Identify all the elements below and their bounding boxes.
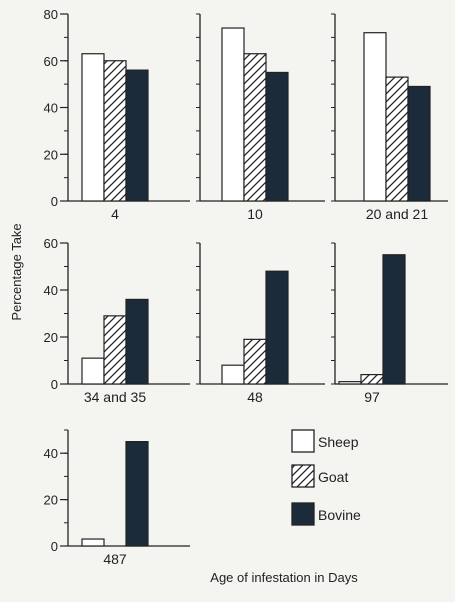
category-label: 97 bbox=[364, 389, 380, 405]
x-axis-title: Age of infestation in Days bbox=[210, 570, 358, 585]
y-tick-label: 40 bbox=[44, 446, 58, 461]
category-label: 34 and 35 bbox=[84, 389, 146, 405]
bar-sheep bbox=[363, 32, 387, 202]
bar-bovine bbox=[125, 69, 149, 202]
bar-bovine bbox=[382, 254, 406, 385]
bar-goat bbox=[360, 374, 384, 385]
category-label: 10 bbox=[247, 206, 263, 222]
y-tick-label: 60 bbox=[44, 54, 58, 69]
legend-swatch-sheep bbox=[291, 429, 315, 453]
category-label: 48 bbox=[247, 389, 263, 405]
category-label: 487 bbox=[103, 551, 127, 567]
bar-sheep bbox=[221, 27, 245, 202]
y-axis-title: Percentage Take bbox=[9, 223, 24, 320]
bar-bovine bbox=[407, 85, 431, 202]
y-tick-label: 0 bbox=[51, 194, 58, 209]
y-tick-label: 0 bbox=[51, 377, 58, 392]
category-label: 4 bbox=[111, 206, 119, 222]
legend-label-goat: Goat bbox=[318, 469, 348, 485]
bar-sheep bbox=[338, 381, 362, 385]
y-tick-label: 40 bbox=[44, 283, 58, 298]
bar-sheep bbox=[81, 357, 105, 385]
bar-bovine bbox=[265, 270, 289, 385]
y-tick-label: 20 bbox=[44, 493, 58, 508]
y-tick-label: 40 bbox=[44, 101, 58, 116]
category-label: 20 and 21 bbox=[366, 206, 428, 222]
legend-label-bovine: Bovine bbox=[318, 507, 361, 523]
bar-bovine bbox=[125, 298, 149, 385]
bar-goat bbox=[385, 76, 409, 202]
y-tick-label: 80 bbox=[44, 7, 58, 22]
y-tick-label: 20 bbox=[44, 330, 58, 345]
bar-goat bbox=[103, 60, 127, 202]
bar-bovine bbox=[265, 71, 289, 202]
bar-sheep bbox=[81, 538, 105, 547]
bar-sheep bbox=[221, 364, 245, 385]
bar-goat bbox=[103, 315, 127, 385]
y-tick-label: 20 bbox=[44, 147, 58, 162]
y-tick-label: 0 bbox=[51, 539, 58, 554]
bar-sheep bbox=[81, 53, 105, 202]
bar-bovine bbox=[125, 441, 149, 547]
y-tick-label: 60 bbox=[44, 236, 58, 251]
legend-swatch-goat bbox=[291, 464, 315, 488]
legend-swatch-bovine bbox=[291, 502, 315, 526]
legend-label-sheep: Sheep bbox=[318, 434, 359, 450]
bar-goat bbox=[243, 338, 267, 385]
bar-goat bbox=[243, 53, 267, 202]
